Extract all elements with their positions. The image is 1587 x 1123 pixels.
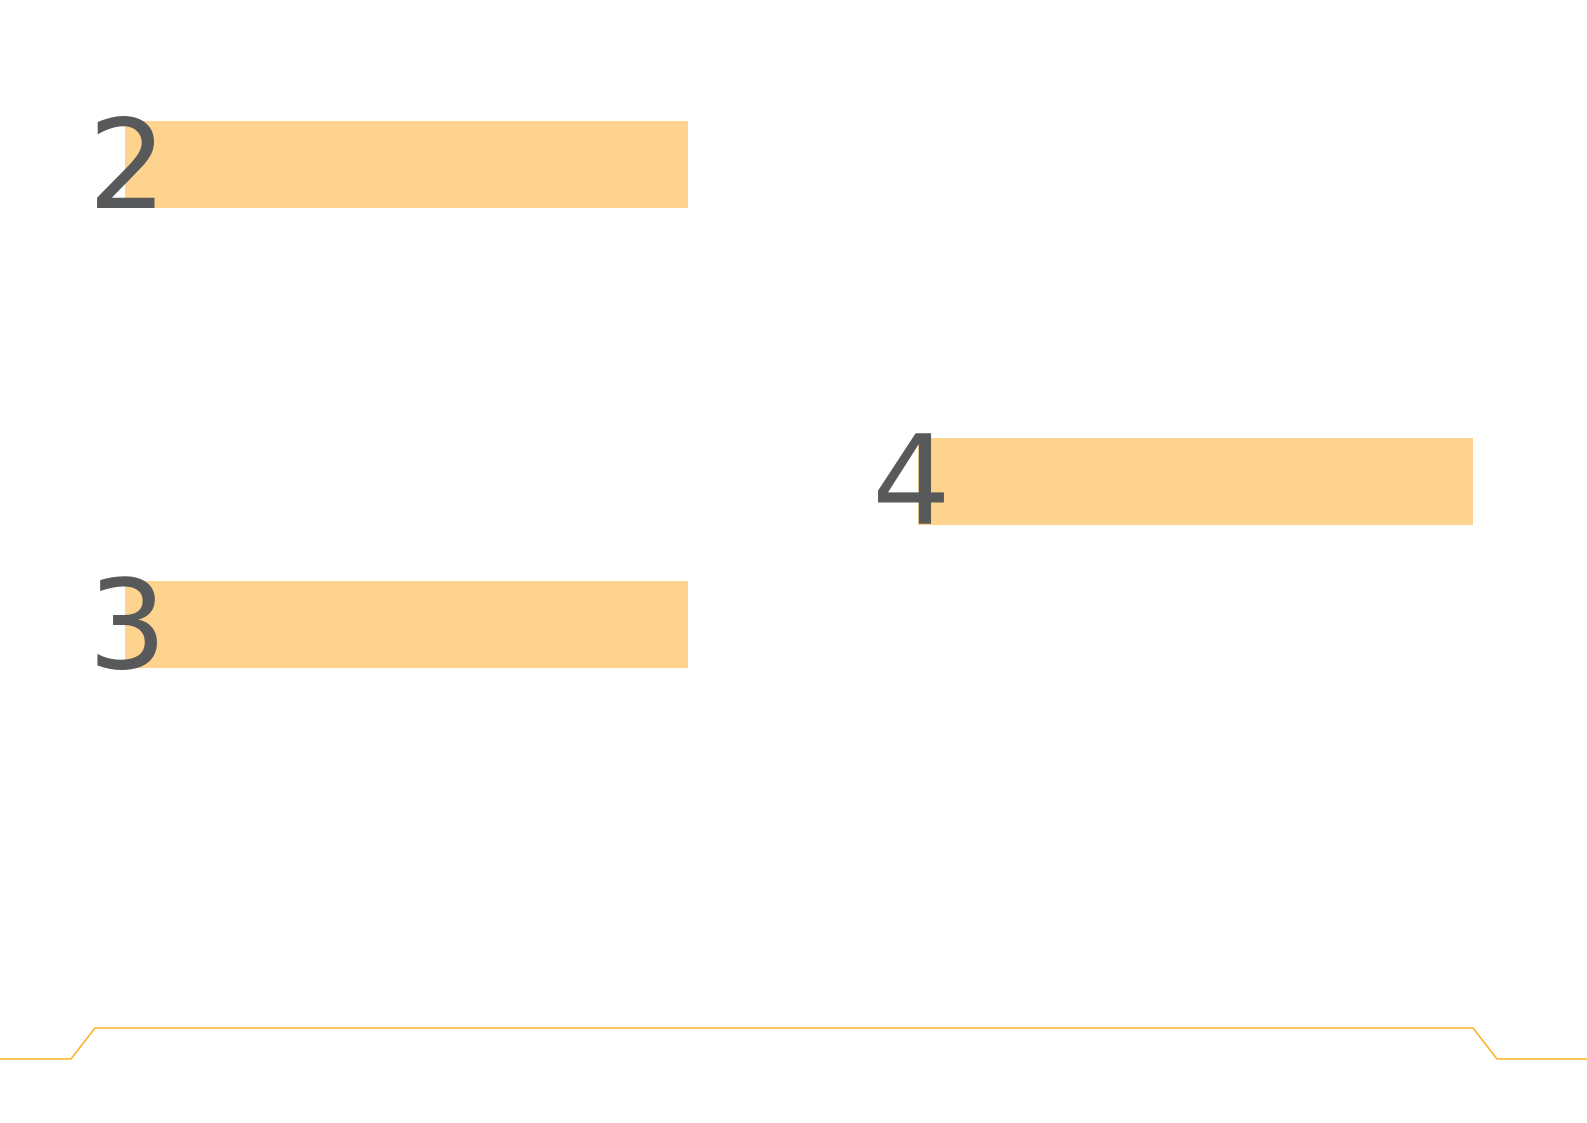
section-2-heading-bar [125,121,688,208]
section-2-number: 2 [88,94,167,238]
section-4-number: 4 [872,410,951,554]
section-3-heading-bar [125,581,688,668]
footer-border-shape [0,1027,1587,1060]
section-4-heading-bar [918,438,1473,525]
section-3-number: 3 [88,554,167,698]
